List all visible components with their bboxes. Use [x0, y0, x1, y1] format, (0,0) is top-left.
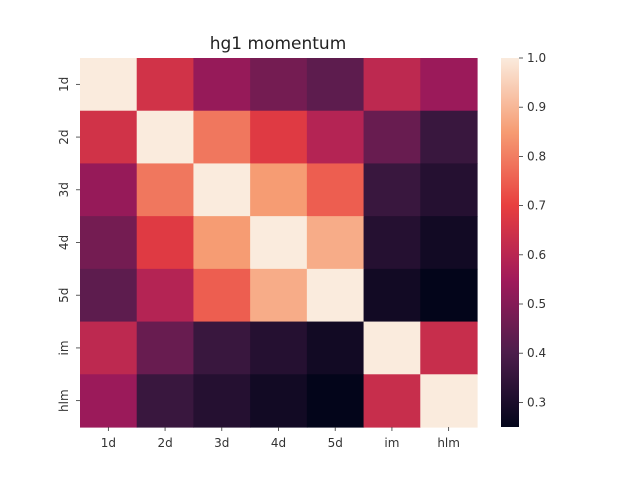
heatmap-cell — [193, 216, 251, 270]
colorbar — [501, 58, 519, 427]
heatmap-cell — [136, 110, 195, 165]
y-tick-label: 2d — [57, 129, 71, 144]
heatmap-cell — [80, 58, 138, 112]
heatmap-cell — [193, 110, 251, 165]
heatmap-cell — [363, 321, 421, 375]
heatmap-cell — [136, 374, 195, 428]
heatmap-cell — [250, 321, 308, 375]
x-tick-label: 4d — [271, 436, 286, 450]
colorbar-tick-label: 0.7 — [527, 199, 546, 213]
heatmap-cell — [80, 216, 138, 270]
heatmap-cell — [306, 268, 365, 323]
heatmap-cell — [363, 374, 421, 428]
heatmap-cell — [363, 268, 421, 323]
heatmap-cell — [306, 110, 365, 165]
x-tick-label: 1d — [101, 436, 116, 450]
heatmap-cell — [80, 268, 138, 323]
y-tick-label: 5d — [57, 288, 71, 303]
heatmap-cell — [193, 321, 251, 375]
heatmap-cell — [306, 374, 365, 428]
colorbar-tick-label: 0.6 — [527, 248, 546, 262]
colorbar-tick-label: 1.0 — [527, 51, 546, 65]
heatmap-cell — [80, 163, 138, 217]
heatmap-cell — [420, 110, 478, 165]
x-tick-label: im — [384, 436, 399, 450]
heatmap-cell — [250, 58, 308, 112]
heatmap-cell — [136, 58, 195, 112]
heatmap-cell — [306, 58, 365, 112]
colorbar-tick-label: 0.4 — [527, 346, 546, 360]
heatmap-cell — [136, 268, 195, 323]
heatmap-cell — [306, 321, 365, 375]
heatmap-cell — [420, 216, 478, 270]
x-tick-label: 2d — [157, 436, 172, 450]
heatmap-cell — [363, 163, 421, 217]
heatmap-cell — [420, 163, 478, 217]
colorbar-axis: 0.3 0.4 0.5 0.6 0.7 0.8 0.9 1.0 — [519, 51, 546, 409]
heatmap-cell — [306, 216, 365, 270]
heatmap-cell — [250, 163, 308, 217]
heatmap-cell — [80, 374, 138, 428]
heatmap-cells — [80, 58, 478, 428]
x-tick-label: 5d — [328, 436, 343, 450]
heatmap-cell — [193, 374, 251, 428]
colorbar-tick-label: 0.9 — [527, 100, 546, 114]
heatmap-cell — [250, 110, 308, 165]
heatmap-cell — [136, 216, 195, 270]
colorbar-tick-label: 0.8 — [527, 149, 546, 163]
heatmap-cell — [193, 163, 251, 217]
heatmap-cell — [250, 216, 308, 270]
x-axis: 1d 2d 3d 4d 5d im hlm — [101, 427, 460, 450]
y-tick-label: hlm — [57, 389, 71, 412]
heatmap-cell — [193, 268, 251, 323]
heatmap-cell — [420, 268, 478, 323]
y-tick-label: im — [57, 340, 71, 355]
heatmap-cell — [80, 321, 138, 375]
heatmap-cell — [363, 58, 421, 112]
heatmap-cell — [80, 110, 138, 165]
heatmap-cell — [250, 374, 308, 428]
heatmap-cell — [363, 216, 421, 270]
heatmap-cell — [420, 374, 478, 428]
heatmap-cell — [306, 163, 365, 217]
colorbar-tick-label: 0.3 — [527, 395, 546, 409]
y-axis: 1d 2d 3d 4d 5d im hlm — [57, 77, 80, 412]
y-tick-label: 1d — [57, 77, 71, 92]
colorbar-tick-label: 0.5 — [527, 297, 546, 311]
y-tick-label: 3d — [57, 182, 71, 197]
x-tick-label: hlm — [437, 436, 460, 450]
heatmap-cell — [193, 58, 251, 112]
heatmap-cell — [136, 163, 195, 217]
heatmap-cell — [250, 268, 308, 323]
chart-title: hg1 momentum — [210, 34, 347, 54]
x-tick-label: 3d — [214, 436, 229, 450]
heatmap-cell — [363, 110, 421, 165]
heatmap-cell — [420, 321, 478, 375]
heatmap-cell — [420, 58, 478, 112]
heatmap-cell — [136, 321, 195, 375]
y-tick-label: 4d — [57, 235, 71, 250]
